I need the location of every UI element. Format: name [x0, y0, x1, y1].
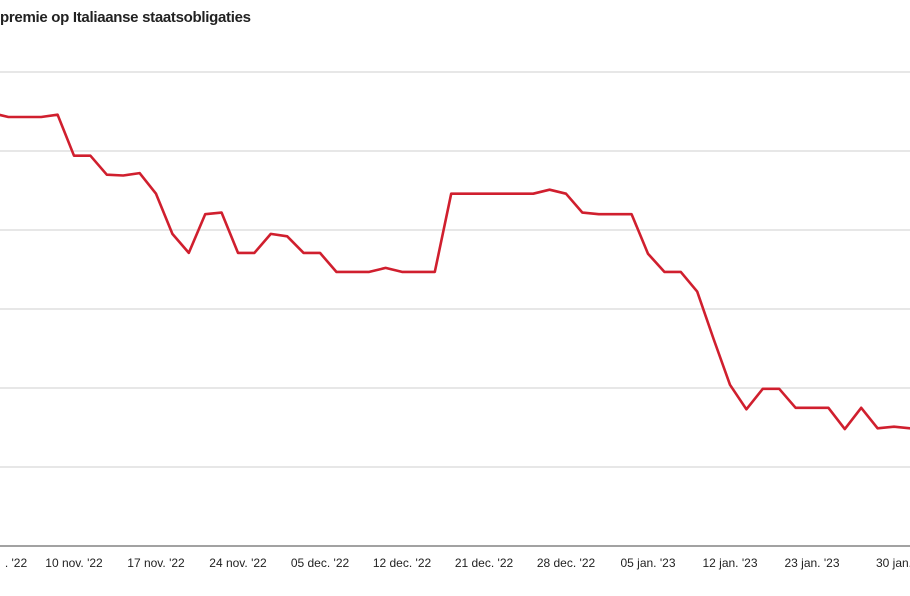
x-tick-label: 12 jan. '23	[702, 556, 757, 570]
x-tick-label: . '22	[5, 556, 28, 570]
x-tick-label: 28 dec. '22	[537, 556, 596, 570]
x-tick-label: 24 nov. '22	[209, 556, 267, 570]
x-tick-label: 23 jan. '23	[784, 556, 839, 570]
x-tick-label: 30 jan.	[876, 556, 910, 570]
x-tick-label: 21 dec. '22	[455, 556, 514, 570]
data-line	[0, 113, 910, 431]
x-tick-label: 05 jan. '23	[620, 556, 675, 570]
x-tick-label: 12 dec. '22	[373, 556, 432, 570]
x-tick-label: 10 nov. '22	[45, 556, 103, 570]
chart-title: premie op Italiaanse staatsobligaties	[0, 9, 251, 26]
x-tick-label: 05 dec. '22	[291, 556, 350, 570]
x-tick-label: 17 nov. '22	[127, 556, 185, 570]
